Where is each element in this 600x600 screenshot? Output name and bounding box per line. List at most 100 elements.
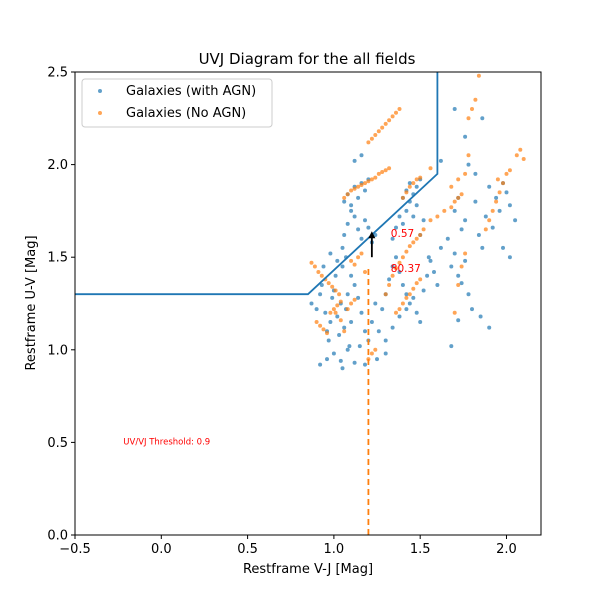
- point-with-agn: [318, 362, 323, 367]
- point-with-agn: [490, 225, 495, 230]
- point-with-agn: [383, 351, 388, 356]
- point-with-agn: [387, 277, 392, 282]
- y-tick-label: 1.5: [47, 251, 68, 266]
- point-with-agn: [449, 264, 454, 269]
- point-with-agn: [326, 338, 331, 343]
- point-no-agn: [414, 236, 419, 241]
- point-no-agn: [337, 292, 342, 297]
- point-no-agn: [394, 310, 398, 315]
- point-no-agn: [349, 301, 354, 306]
- legend-label-agn: Galaxies (with AGN): [126, 84, 256, 99]
- point-no-agn: [369, 351, 374, 356]
- point-no-agn: [318, 323, 323, 328]
- point-no-agn: [376, 129, 381, 134]
- point-with-agn: [478, 314, 483, 319]
- point-no-agn: [397, 107, 402, 111]
- point-with-agn: [363, 329, 367, 334]
- point-no-agn: [349, 258, 354, 263]
- point-no-agn: [414, 281, 419, 286]
- point-with-agn: [356, 227, 361, 232]
- point-with-agn: [349, 320, 354, 324]
- point-with-agn: [400, 221, 405, 226]
- point-with-agn: [513, 218, 518, 223]
- point-with-agn: [494, 195, 499, 200]
- point-with-agn: [352, 283, 357, 287]
- point-no-agn: [463, 171, 468, 176]
- point-with-agn: [452, 208, 457, 213]
- point-no-agn: [449, 205, 454, 210]
- legend: Galaxies (with AGN) Galaxies (No AGN): [81, 78, 273, 128]
- point-with-agn: [476, 233, 481, 237]
- point-with-agn: [375, 357, 379, 362]
- point-with-agn: [342, 233, 347, 237]
- x-tick-label: 0.5: [237, 542, 258, 557]
- point-no-agn: [342, 329, 347, 334]
- arrow-head: [368, 231, 376, 239]
- point-no-agn: [369, 136, 374, 141]
- point-no-agn: [309, 260, 314, 265]
- point-with-agn: [507, 255, 512, 260]
- point-with-agn: [452, 251, 457, 256]
- point-no-agn: [328, 310, 333, 315]
- point-no-agn: [521, 157, 526, 161]
- point-with-agn: [349, 208, 354, 213]
- point-no-agn: [459, 192, 464, 197]
- point-no-agn: [456, 283, 461, 287]
- point-no-agn: [345, 192, 350, 197]
- legend-marker-no-agn: [98, 111, 102, 115]
- point-no-agn: [312, 264, 317, 269]
- point-with-agn: [369, 320, 374, 324]
- point-with-agn: [397, 270, 402, 274]
- point-with-agn: [473, 171, 478, 176]
- point-with-agn: [363, 188, 367, 193]
- point-with-agn: [480, 116, 485, 121]
- y-axis-label: Restframe U-V [Mag]: [24, 235, 39, 370]
- plot-area: 0.57 80.37 UV/VJ Threshold: 0.9: [75, 72, 526, 535]
- point-no-agn: [514, 153, 519, 158]
- point-with-agn: [390, 325, 395, 330]
- point-no-agn: [352, 297, 357, 302]
- point-with-agn: [407, 181, 412, 186]
- point-with-agn: [456, 273, 461, 278]
- x-tick-label: −0.5: [59, 542, 91, 557]
- point-no-agn: [404, 295, 409, 300]
- point-no-agn: [373, 347, 378, 352]
- point-no-agn: [335, 303, 340, 308]
- point-with-agn: [480, 245, 485, 250]
- point-with-agn: [466, 162, 471, 167]
- point-with-agn: [390, 236, 395, 241]
- point-with-agn: [404, 307, 409, 312]
- point-with-agn: [507, 203, 512, 208]
- point-no-agn: [404, 249, 409, 254]
- y-tick-label: 0.5: [47, 436, 68, 451]
- point-with-agn: [445, 236, 450, 241]
- point-no-agn: [333, 288, 338, 293]
- point-no-agn: [397, 307, 402, 312]
- point-no-agn: [452, 199, 457, 204]
- point-with-agn: [456, 318, 461, 323]
- point-no-agn: [404, 190, 409, 195]
- point-no-agn: [494, 199, 499, 204]
- point-with-agn: [321, 264, 326, 269]
- point-no-agn: [421, 227, 426, 232]
- point-no-agn: [373, 133, 378, 137]
- point-with-agn: [404, 208, 409, 213]
- point-no-agn: [466, 116, 471, 121]
- point-no-agn: [390, 273, 395, 278]
- point-no-agn: [452, 310, 457, 315]
- point-with-agn: [366, 225, 371, 230]
- point-with-agn: [438, 245, 443, 250]
- point-no-agn: [321, 327, 326, 332]
- point-no-agn: [397, 260, 402, 265]
- point-with-agn: [345, 221, 350, 226]
- point-with-agn: [335, 314, 340, 319]
- point-with-agn: [340, 264, 345, 269]
- point-with-agn: [349, 203, 354, 208]
- point-with-agn: [345, 292, 350, 297]
- point-no-agn: [407, 244, 412, 249]
- point-with-agn: [359, 236, 364, 241]
- point-no-agn: [333, 310, 338, 315]
- series-no-agn: [309, 73, 526, 362]
